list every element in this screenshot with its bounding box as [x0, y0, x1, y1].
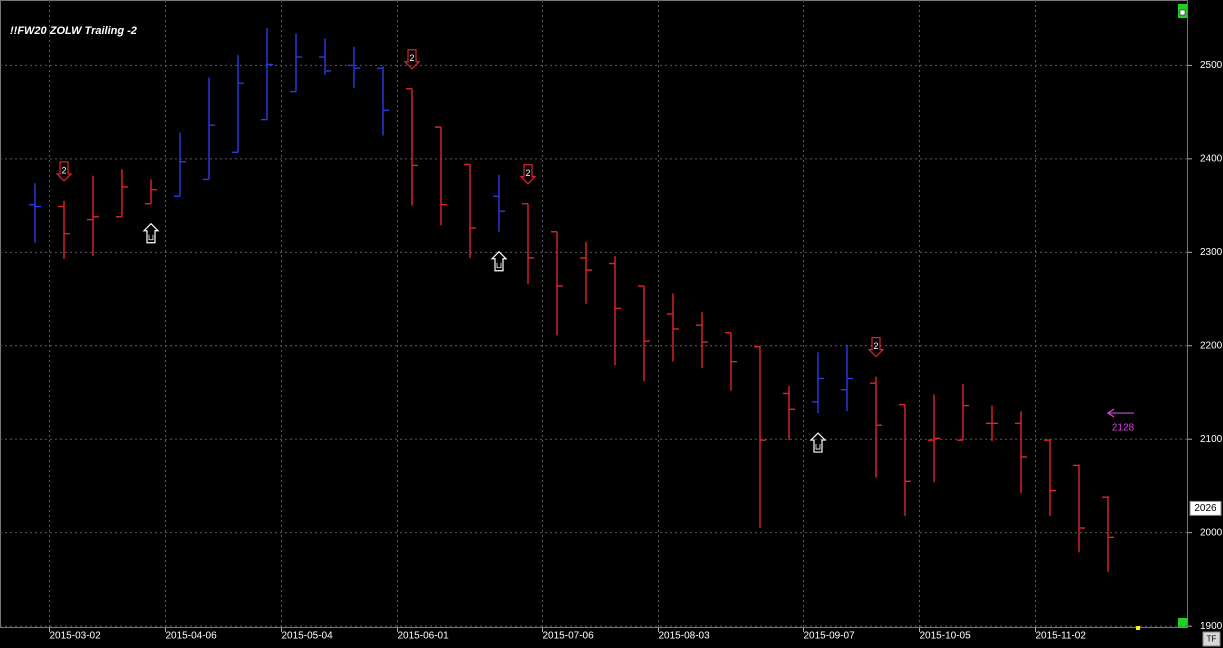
x-tick-label: 2015-08-03	[659, 631, 711, 642]
y-tick-label: 2300	[1200, 247, 1223, 258]
ohlc-bar	[841, 344, 853, 412]
ohlc-bar	[406, 88, 418, 206]
ohlc-bar	[609, 256, 621, 366]
ohlc-bar	[899, 403, 911, 516]
ohlc-bar	[522, 203, 534, 285]
ohlc-bar	[1102, 496, 1114, 572]
last-price-box	[1189, 500, 1222, 516]
sell-signal-label: 2	[873, 341, 878, 351]
ohlc-bar	[116, 169, 128, 218]
buy-signal-icon	[148, 234, 154, 241]
last-price-label: 2026	[1194, 503, 1217, 514]
ohlc-bar	[435, 126, 447, 226]
sell-signal-arrow	[55, 161, 73, 182]
x-tick-label: 2015-03-02	[50, 631, 102, 642]
ohlc-bar	[87, 175, 99, 257]
chart-title: !!FW20 ZOLW Trailing -2	[10, 25, 137, 37]
ohlc-bar	[638, 285, 650, 382]
buy-signal-icon	[815, 444, 821, 450]
ohlc-bar	[696, 312, 708, 369]
ohlc-bar	[812, 352, 824, 414]
plot-frame	[0, 0, 1188, 628]
ohlc-bar	[261, 28, 273, 121]
ohlc-bar	[464, 163, 476, 258]
y-tick-label: 2100	[1200, 434, 1223, 445]
ohlc-bar	[1044, 439, 1056, 516]
sell-signal-label: 2	[409, 53, 414, 63]
y-tick-label: 2500	[1200, 60, 1223, 71]
ohlc-bar	[783, 385, 795, 441]
buy-signal-icon	[496, 262, 502, 269]
x-tick-label: 2015-11-02	[1036, 631, 1087, 642]
ohlc-bar	[493, 174, 505, 232]
ohlc-bar	[377, 66, 389, 136]
sell-signal-label: 2	[61, 165, 66, 175]
ohlc-bar	[580, 242, 592, 304]
ohlc-bar	[348, 46, 360, 88]
x-tick-label: 2015-04-06	[166, 631, 218, 642]
ohlc-bar	[667, 293, 679, 362]
ohlc-bar	[986, 405, 998, 442]
ohlc-bar	[319, 38, 331, 75]
buy-signal-arrow	[809, 432, 827, 453]
buy-signal-arrow	[142, 222, 160, 244]
tf-button[interactable]	[1202, 631, 1221, 647]
tf-button-label[interactable]: TF	[1207, 635, 1217, 644]
sell-signal-label: 2	[525, 168, 530, 178]
x-tick-label: 2015-06-01	[398, 631, 450, 642]
ohlc-bar	[203, 77, 215, 181]
ohlc-bar	[29, 183, 41, 243]
ohlc-bar	[232, 55, 244, 154]
scroll-top-icon	[1179, 9, 1186, 16]
ohlc-bar	[928, 394, 940, 483]
ohlc-bar	[957, 384, 969, 441]
ohlc-bar	[58, 200, 70, 259]
y-tick-label: 2000	[1200, 527, 1223, 538]
x-tick-label: 2015-07-06	[543, 631, 595, 642]
ohlc-bar	[174, 132, 186, 197]
y-tick-label: 2200	[1200, 340, 1223, 351]
ohlc-bar	[870, 376, 882, 478]
scroll-bottom-button[interactable]	[1178, 618, 1187, 628]
target-arrow	[1106, 408, 1134, 418]
x-tick-label: 2015-09-07	[804, 631, 856, 642]
y-tick-label: 2400	[1200, 154, 1223, 165]
target-label: 2128	[1112, 423, 1135, 434]
ohlc-bar	[754, 346, 766, 529]
ohlc-bar	[1015, 411, 1027, 494]
ohlc-bar	[290, 33, 302, 93]
sell-signal-arrow	[403, 49, 421, 70]
sell-signal-arrow	[519, 164, 537, 185]
ohlc-bar	[145, 179, 157, 205]
buy-signal-arrow	[490, 250, 508, 272]
time-marker	[1136, 626, 1140, 630]
y-tick-label: 1900	[1200, 621, 1223, 632]
x-tick-label: 2015-10-05	[920, 631, 972, 642]
ohlc-bar	[1073, 464, 1085, 553]
sell-signal-arrow	[867, 337, 885, 358]
ohlc-bar	[725, 331, 737, 391]
ohlc-bar	[551, 231, 563, 336]
x-tick-label: 2015-05-04	[282, 631, 334, 642]
